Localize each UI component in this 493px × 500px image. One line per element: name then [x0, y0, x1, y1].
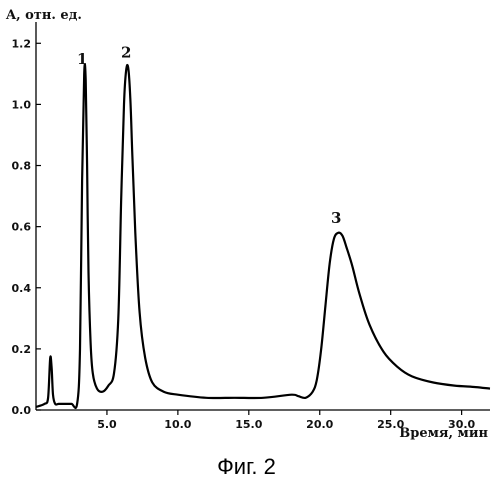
x-axis-title: Время, мин [399, 426, 488, 441]
y-tick-label: 1.2 [12, 37, 32, 50]
y-tick-label: 0.4 [12, 282, 32, 295]
axes [36, 22, 490, 410]
peak-label-3: 3 [331, 209, 341, 227]
x-tick-label: 20.0 [306, 418, 333, 431]
peak-labels: 1 2 3 [77, 44, 341, 227]
chromatogram-chart: A, отн. ед. 0.0 0.2 0.4 0.6 0.8 1.0 1.2 5.0 10.… [0, 0, 493, 445]
x-tick-label: 10.0 [164, 418, 191, 431]
y-tick-label: 0.0 [12, 404, 32, 417]
chromatogram-line [36, 64, 490, 408]
peak-label-1: 1 [77, 50, 87, 68]
y-axis-title: A, отн. ед. [5, 8, 82, 23]
figure-caption: Фиг. 2 [0, 454, 493, 480]
y-tick-label: 0.6 [12, 221, 32, 234]
y-tick-label: 1.0 [12, 98, 32, 111]
x-tick-label: 5.0 [97, 418, 117, 431]
x-tick-label: 15.0 [235, 418, 262, 431]
peak-label-2: 2 [121, 44, 131, 62]
y-tick-label: 0.2 [12, 343, 32, 356]
y-tick-label: 0.8 [12, 160, 32, 173]
